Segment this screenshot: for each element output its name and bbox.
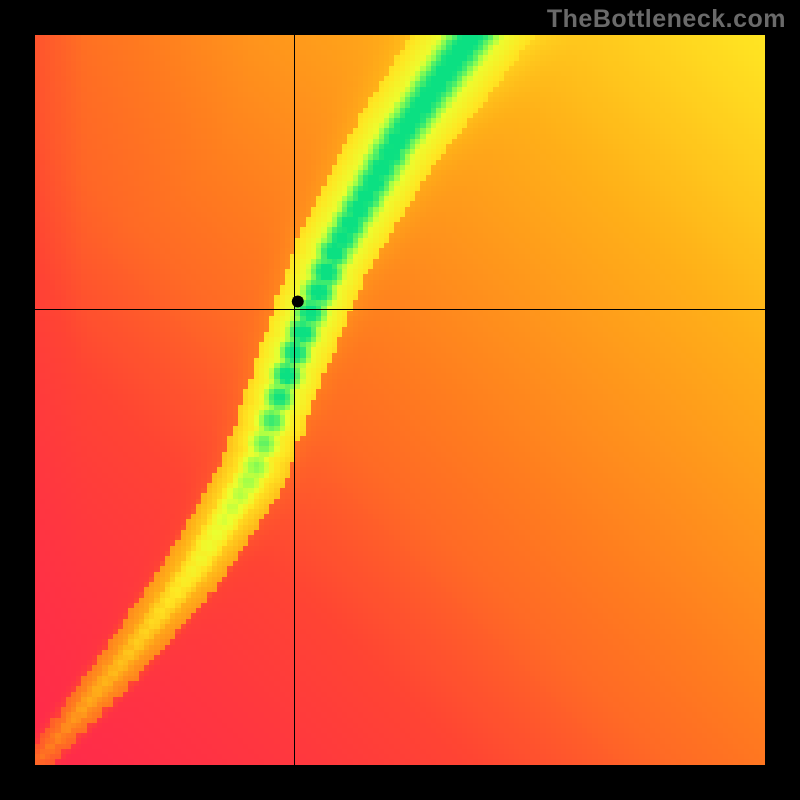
heatmap-canvas [35, 35, 765, 765]
outer-frame: TheBottleneck.com [0, 0, 800, 800]
watermark-text: TheBottleneck.com [547, 5, 786, 34]
heatmap-plot-area [35, 35, 765, 765]
